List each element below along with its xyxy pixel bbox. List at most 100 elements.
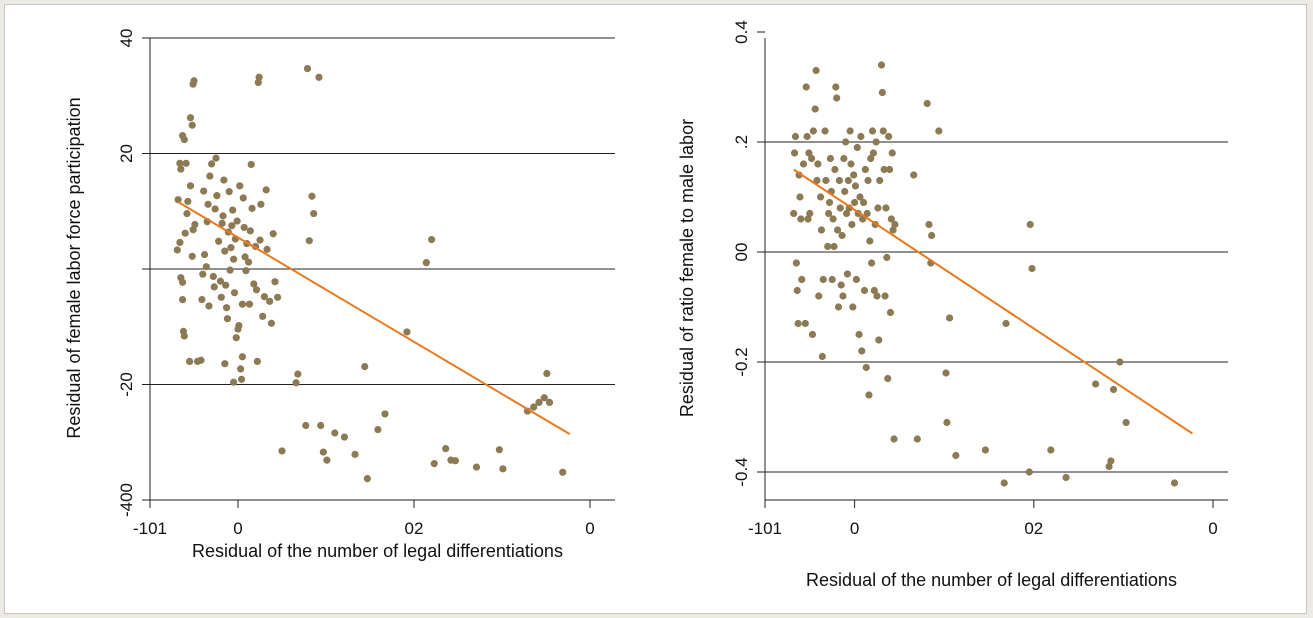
chart1-data-point [263,245,271,253]
chart1-x-tick-label: -101 [133,519,167,538]
chart2-data-point [863,209,871,218]
chart1-data-point [215,237,223,245]
chart1-data-point [186,182,195,190]
chart1-data-point [222,304,231,312]
chart1-data-point [230,289,239,297]
chart2-data-point [833,94,841,102]
chart1-data-point [211,205,219,213]
chart2-data-point [790,209,798,218]
chart2-data-point [831,165,839,174]
chart1-data-point [183,209,191,218]
chart1-data-point [236,182,244,190]
chart2-data-point [889,226,897,234]
chart1-data-point [255,73,263,81]
chart1-data-point [228,222,236,230]
chart2-data-point [874,204,882,212]
chart2-data-point [913,435,921,443]
chart1-data-point [305,237,313,245]
chart1-data-point [422,259,430,267]
chart1-data-point [252,286,261,294]
chart1-data-point [178,278,187,286]
chart2-data-point [848,220,856,229]
chart1-data-point [232,334,240,342]
chart2-data-point [837,281,845,289]
chart1-data-point [186,114,195,122]
chart1-data-point [451,457,459,465]
chart1-data-point [221,360,229,368]
chart2-data-point [1047,446,1055,454]
chart2-data-point [830,242,838,251]
chart1-data-point [173,246,181,254]
chart1-data-point [271,278,279,286]
chart1-data-point [308,192,316,200]
chart2-data-point [829,215,837,223]
chart1-data-point [174,196,182,204]
chart2-data-point [841,187,849,196]
chart2-data-point [805,149,813,157]
chart2-data-point [812,66,820,75]
chart2-data-point [1170,479,1179,487]
chart1-data-point [210,283,218,291]
chart2-data-point [864,176,872,185]
chart2-data-point [793,286,801,295]
chart1-data-point [223,315,232,323]
chart1-data-point [204,200,212,208]
chart2-data-point [891,220,899,229]
chart2-data-point [1116,358,1124,366]
chart2-data-point [884,374,892,383]
chart2-y-tick-label: -0.2 [732,347,751,376]
chart1-data-point [262,186,270,194]
chart1-y-tick-label: 20 [117,144,136,163]
chart2-data-point [855,330,863,339]
chart1-data-point [222,281,230,289]
chart1-data-point [238,353,246,361]
chart2-data-point [840,154,848,163]
chart1-data-point [216,277,224,285]
chart1-data-point [235,321,243,330]
chart2-data-point [925,220,933,229]
chart1-data-point [230,378,238,386]
chart1-data-point [237,365,245,373]
chart2-data-point [794,319,802,328]
chart1-data-point [294,370,302,378]
chart2-data-point [1122,418,1130,427]
chart2-data-point [833,226,842,234]
chart2-data-point [853,143,861,152]
chart1-data-point [240,223,248,232]
chart2-data-point [814,160,822,168]
chart2-data-point [923,99,931,108]
chart2-data-point [1107,457,1115,465]
chart2-data-point [798,275,806,284]
chart2-data-point [850,171,858,179]
chart2-data-point [910,171,918,179]
chart2-data-point [879,127,887,135]
chart1-data-point [559,468,567,476]
chart1-x-tick-label: 0 [585,519,594,538]
chart1-data-point [213,192,221,200]
chart1-data-point [260,293,268,301]
chart1-data-point [202,263,210,271]
chart1-data-point [319,448,327,456]
chart1-data-point [229,206,237,214]
chart1-data-point [190,77,198,85]
chart1-data-point [221,247,229,255]
chart1-data-point [237,375,246,383]
chart1-data-point [323,456,331,464]
chart2-fit-line [793,168,1193,435]
chart1-data-point [218,219,226,227]
chart1-data-point [191,220,199,229]
chart1-data-point [543,369,551,378]
chart2-data-point [867,154,875,163]
chart1-data-point [267,319,276,327]
chart1-data-point [361,362,369,371]
chart1-data-point [246,227,254,235]
chart1-data-point [363,475,371,483]
chart2-data-point [886,308,895,317]
chart2-x-tick-label: 0 [1208,519,1217,538]
chart2-data-point [818,352,826,361]
chart1-data-point [430,460,438,468]
chart1-data-point [266,297,274,305]
chart2-x-tick-label: 02 [1024,519,1043,538]
chart2-data-point [857,132,865,141]
chart1-data-point [180,136,188,144]
